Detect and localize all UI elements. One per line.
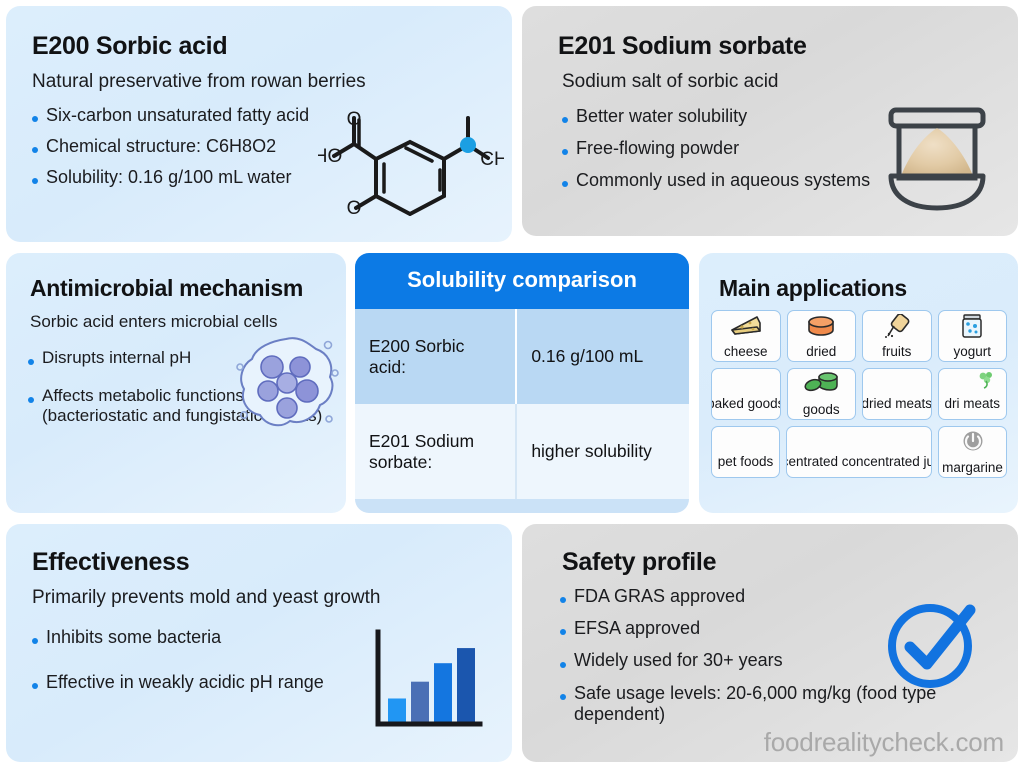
list-item: Six-carbon unsaturated fatty acid [30,105,512,126]
table-body: E200 Sorbic acid: 0.16 g/100 mL E201 Sod… [355,309,689,499]
microbial-cell-icon [236,337,339,427]
table-header: Solubility comparison [355,253,689,309]
card-antimicrobial-mechanism: Antimicrobial mechanism Sorbic acid ente… [6,253,346,513]
molecule-label-o-bottom: O [347,198,362,216]
bar-2 [411,681,429,722]
powder-bowl-icon [888,107,986,211]
list-item: Disrupts internal pH [26,348,346,368]
table-cell-value: 0.16 g/100 mL [515,309,689,404]
molecule-label-ch: CH [480,149,504,170]
bullet-list: Six-carbon unsaturated fatty acid Chemic… [30,105,512,188]
table-row: E200 Sorbic acid: 0.16 g/100 mL [355,309,689,404]
circle-check-icon [888,604,976,688]
bar-chart [375,629,483,727]
molecule-structure-icon: O HO O CH [318,109,504,216]
app-tile-fruits[interactable]: fruits [862,310,932,362]
app-tile-label: dried [806,344,837,360]
table-cell-label: E200 Sorbic acid: [369,335,465,377]
bullet-list: Disrupts internal pH Affects metabolic f… [26,348,346,426]
app-tile-dried-meats[interactable]: dried meats [862,368,932,420]
app-tile-label: yogurt [953,344,992,360]
app-tile-cheese[interactable]: cheese [711,310,781,362]
app-tile-label: fruits [882,344,912,360]
app-tile-dried[interactable]: dried [786,310,856,362]
card-effectiveness: Effectiveness Primarily prevents mold an… [6,524,512,762]
app-tile-label: dri meats [944,395,1001,411]
app-tile-goods[interactable]: goods [786,368,856,420]
application-row: baked goods goods dried meats [711,368,1007,420]
card-title: E200 Sorbic acid [32,32,228,60]
app-tile-label: margarine [942,460,1003,476]
bullet-list: Inhibits some bacteria Effective in weak… [30,627,512,693]
list-item: FDA GRAS approved [558,586,1018,607]
app-tile-label: baked goods [712,395,780,411]
app-tile-label: pet foods [717,453,774,469]
cheese-wedge-icon [730,316,761,335]
list-item: Effective in weakly acidic pH range [30,672,512,693]
bullet-list: FDA GRAS approved EFSA approved Widely u… [558,586,1018,725]
app-tile-label: cheese [723,344,768,360]
app-tile-margarine[interactable]: margarine [938,426,1007,478]
list-item: EFSA approved [558,618,1018,639]
card-main-applications: Main applications cheese [699,253,1018,513]
app-tile-baked-goods[interactable]: baked goods [711,368,781,420]
app-tile-label: goods [802,402,840,418]
shaker-icon [884,314,910,338]
card-e201-sodium-sorbate: E201 Sodium sorbate Sodium salt of sorbi… [522,6,1018,236]
card-e200-sorbic-acid: E200 Sorbic acid Natural preservative fr… [6,6,512,242]
green-cylinder-icon [804,372,838,392]
jar-icon [962,314,982,338]
card-subtitle: Natural preservative from rowan berries [32,71,366,92]
list-item: Solubility: 0.16 g/100 mL water [30,167,512,188]
green-flower-icon [979,372,992,389]
list-item: Safe usage levels: 20-6,000 mg/kg (food … [558,683,1018,725]
app-tile-label: dried meats [862,395,932,411]
app-tile-concentrated-juices[interactable]: concentrated concentrated juices [785,426,933,478]
application-row: pet foods concentrated concentrated juic… [711,426,1007,478]
bar-series [388,648,475,722]
bar-3 [434,663,452,722]
card-title: Effectiveness [32,548,190,576]
app-tile-pet-foods[interactable]: pet foods [711,426,780,478]
list-item: Free-flowing powder [560,138,1018,159]
application-grid: cheese dried fruits [711,310,1007,478]
app-tile-label: concentrated concentrated juices [787,453,931,469]
table-cell-label: E201 Sodium sorbate: [369,430,475,472]
card-title: Safety profile [562,548,717,576]
list-item: Better water solubility [560,106,1018,127]
table-footer-strip [355,499,689,513]
watermark: foodrealitycheck.com [763,727,1004,757]
card-subtitle: Primarily prevents mold and yeast growth [32,587,381,608]
table-row: E201 Sodium sorbate: higher solubility [355,404,689,499]
card-subtitle: Sorbic acid enters microbial cells [30,312,278,331]
molecule-label-o-top: O [347,109,362,130]
bar-4 [457,648,475,722]
orange-cylinder-icon [808,316,835,336]
bullet-list: Better water solubility Free-flowing pow… [560,106,1018,191]
card-title: Antimicrobial mechanism [30,275,304,301]
application-row: cheese dried fruits [711,310,1007,362]
bar-1 [388,698,406,722]
app-tile-yogurt[interactable]: yogurt [937,310,1007,362]
list-item: Widely used for 30+ years [558,650,1018,671]
card-safety-profile: Safety profile FDA GRAS approved EFSA ap… [522,524,1018,762]
app-tile-dri-meats[interactable]: dri meats [937,368,1007,420]
molecule-label-ho: HO [318,146,342,167]
card-title: Main applications [719,275,907,301]
list-item: Inhibits some bacteria [30,627,512,648]
power-knob-icon [963,431,982,451]
card-subtitle: Sodium salt of sorbic acid [562,71,779,92]
list-item: Chemical structure: C6H8O2 [30,136,512,157]
card-title: E201 Sodium sorbate [558,32,807,60]
card-solubility-comparison: Solubility comparison E200 Sorbic acid: … [355,253,689,513]
table-cell-value: higher solubility [515,404,689,499]
list-item: Commonly used in aqueous systems [560,170,1018,191]
